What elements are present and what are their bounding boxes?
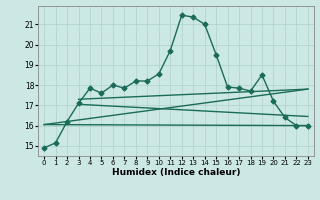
X-axis label: Humidex (Indice chaleur): Humidex (Indice chaleur) [112, 168, 240, 177]
